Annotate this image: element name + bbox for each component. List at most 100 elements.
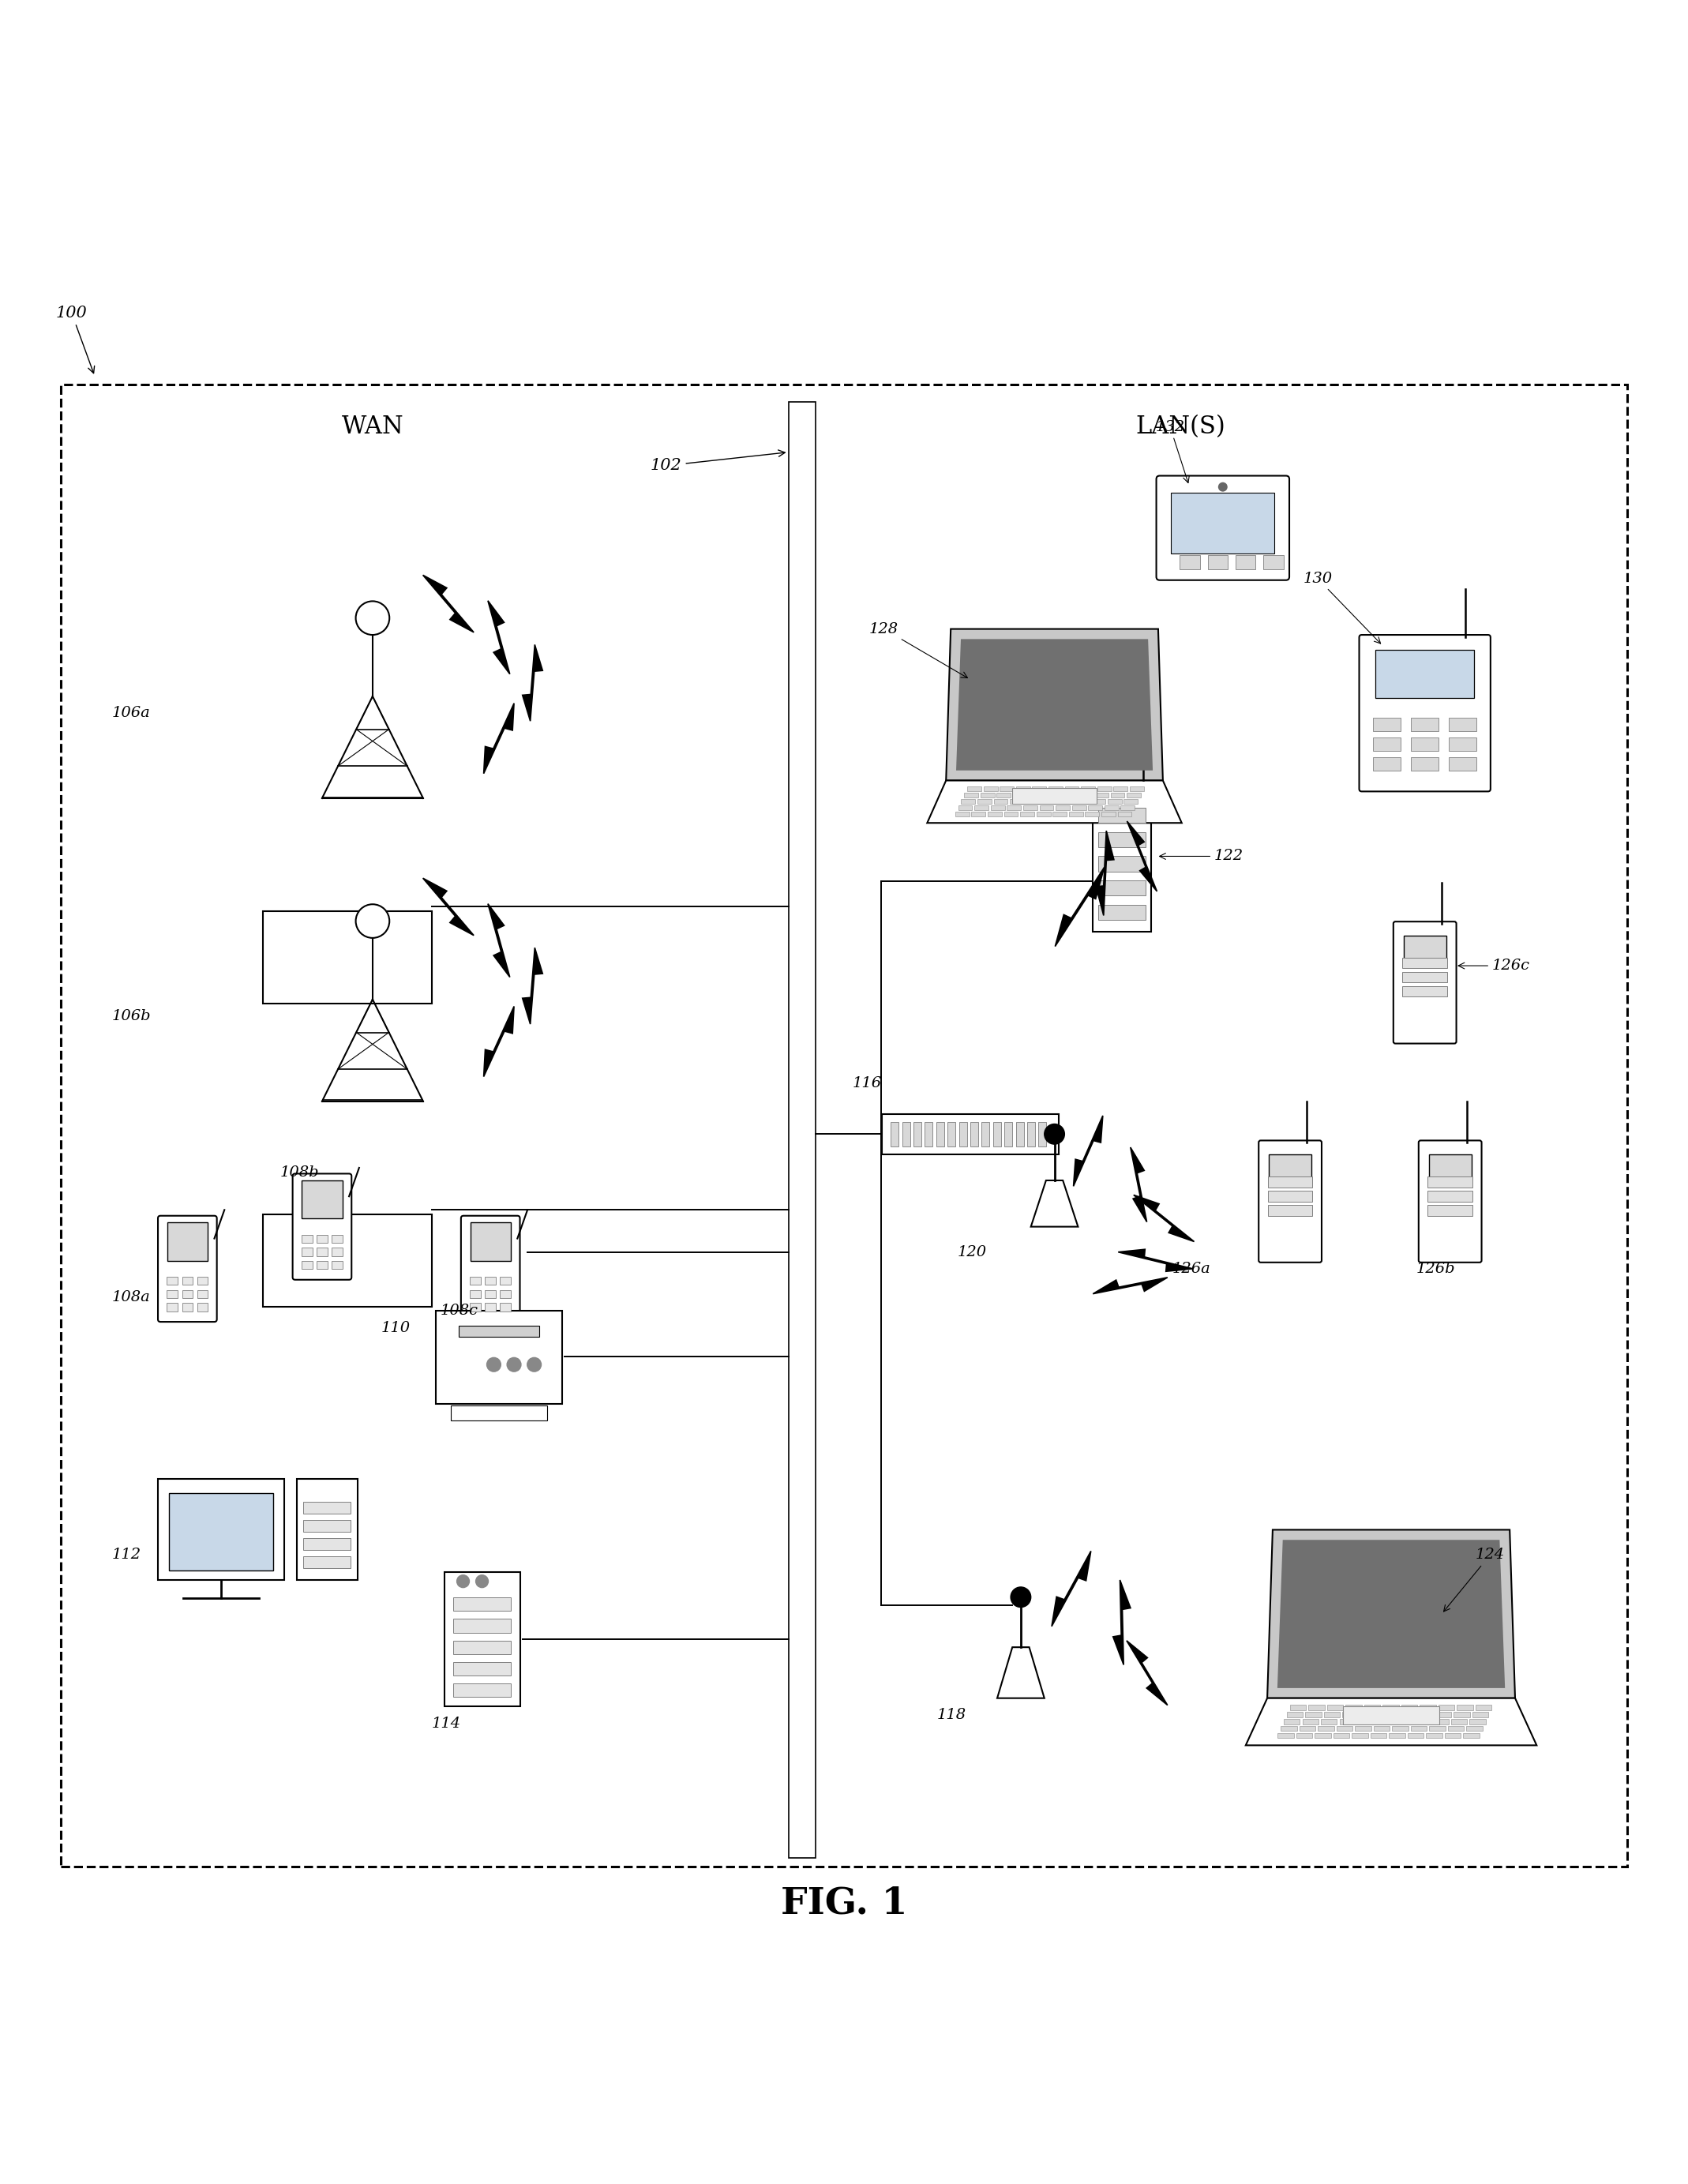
Bar	[964, 793, 979, 797]
Bar	[1411, 758, 1438, 771]
Bar	[925, 1123, 933, 1147]
Bar	[1389, 1734, 1404, 1738]
Bar	[1069, 812, 1084, 817]
Polygon shape	[1052, 1551, 1090, 1627]
Text: 114: 114	[432, 1717, 461, 1730]
Polygon shape	[1246, 1699, 1536, 1745]
Bar	[1023, 806, 1036, 810]
Bar	[317, 1234, 327, 1243]
Bar	[197, 1291, 208, 1297]
Bar	[1043, 799, 1057, 804]
Bar	[444, 1572, 520, 1706]
Text: WAN: WAN	[341, 415, 403, 439]
Bar	[1180, 555, 1200, 570]
Text: 126c: 126c	[1458, 959, 1529, 972]
Bar	[167, 1304, 177, 1310]
Bar	[1107, 799, 1121, 804]
Circle shape	[456, 1575, 469, 1588]
Bar	[182, 1278, 192, 1284]
Bar	[1379, 1712, 1396, 1717]
Polygon shape	[484, 703, 515, 773]
Bar	[1048, 786, 1063, 791]
Bar	[1457, 1706, 1474, 1710]
Bar	[302, 1179, 343, 1219]
Bar	[1361, 1712, 1377, 1717]
Bar	[197, 1278, 208, 1284]
Bar	[1448, 738, 1477, 751]
Bar	[1013, 788, 1097, 804]
Text: 116: 116	[852, 1077, 881, 1090]
Bar	[1475, 1706, 1492, 1710]
Bar	[947, 1123, 955, 1147]
Bar	[1403, 987, 1447, 996]
Bar	[263, 1214, 432, 1306]
Bar	[1428, 1190, 1472, 1201]
Bar	[263, 911, 432, 1005]
Bar	[1008, 806, 1021, 810]
Bar	[1305, 1712, 1322, 1717]
Bar	[1053, 812, 1067, 817]
Polygon shape	[1134, 1195, 1193, 1241]
Text: 106b: 106b	[111, 1009, 150, 1024]
FancyBboxPatch shape	[1418, 1140, 1482, 1262]
Bar	[1094, 793, 1109, 797]
Bar	[500, 1291, 511, 1297]
Bar	[1359, 1719, 1374, 1723]
Bar	[1372, 758, 1401, 771]
Bar	[1472, 1712, 1489, 1717]
Bar	[1398, 1712, 1415, 1717]
Bar	[1236, 555, 1256, 570]
Bar	[454, 1597, 511, 1612]
Bar	[1114, 786, 1128, 791]
Polygon shape	[484, 1007, 515, 1077]
Bar	[1428, 1155, 1472, 1179]
Bar	[1296, 1734, 1312, 1738]
Bar	[1099, 808, 1146, 823]
Bar	[1269, 1155, 1312, 1179]
Bar	[1433, 1719, 1448, 1723]
Bar	[1026, 1123, 1035, 1147]
Bar	[302, 1555, 349, 1568]
Bar	[1040, 806, 1053, 810]
Bar	[1411, 719, 1438, 732]
Polygon shape	[1096, 830, 1114, 915]
Bar	[469, 1291, 481, 1297]
Bar	[1401, 1706, 1418, 1710]
FancyBboxPatch shape	[61, 384, 1627, 1867]
Bar	[1104, 806, 1119, 810]
Bar	[1065, 786, 1079, 791]
Bar	[167, 1223, 208, 1260]
Bar	[1415, 1719, 1430, 1723]
Bar	[971, 1123, 979, 1147]
Bar	[317, 1260, 327, 1269]
Bar	[1099, 832, 1146, 847]
Bar	[1303, 1719, 1318, 1723]
Bar	[1290, 1706, 1307, 1710]
Bar	[981, 793, 994, 797]
Polygon shape	[1126, 1640, 1168, 1706]
Bar	[454, 1662, 511, 1675]
Bar	[297, 1479, 358, 1581]
Text: 122: 122	[1160, 850, 1244, 863]
Bar	[1285, 1719, 1300, 1723]
Bar	[333, 1247, 343, 1256]
Bar	[197, 1304, 208, 1310]
Bar	[1286, 1712, 1303, 1717]
Bar	[1371, 1734, 1386, 1738]
Bar	[1372, 738, 1401, 751]
Bar	[1334, 1734, 1349, 1738]
Circle shape	[1219, 483, 1227, 491]
Bar	[1058, 799, 1074, 804]
Text: FIG. 1: FIG. 1	[780, 1885, 908, 1922]
Bar	[1075, 799, 1089, 804]
Circle shape	[486, 1356, 501, 1372]
Bar	[167, 1278, 177, 1284]
Circle shape	[356, 601, 390, 636]
Circle shape	[506, 1356, 522, 1372]
Text: LAN(S): LAN(S)	[1136, 415, 1225, 439]
Text: 132: 132	[1156, 419, 1190, 483]
Bar	[1101, 812, 1116, 817]
Bar	[1207, 555, 1227, 570]
Bar	[1416, 1712, 1433, 1717]
Text: 120: 120	[957, 1245, 987, 1258]
